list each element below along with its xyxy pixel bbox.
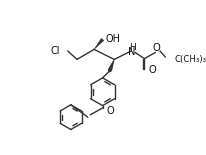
- Text: O: O: [148, 65, 155, 75]
- Polygon shape: [94, 38, 103, 49]
- Text: N: N: [127, 47, 134, 58]
- Text: C(CH₃)₃: C(CH₃)₃: [174, 55, 206, 64]
- Text: OH: OH: [105, 34, 120, 44]
- Text: Cl: Cl: [50, 46, 60, 56]
- Text: O: O: [152, 43, 160, 53]
- Text: O: O: [106, 106, 114, 116]
- Text: H: H: [128, 43, 135, 52]
